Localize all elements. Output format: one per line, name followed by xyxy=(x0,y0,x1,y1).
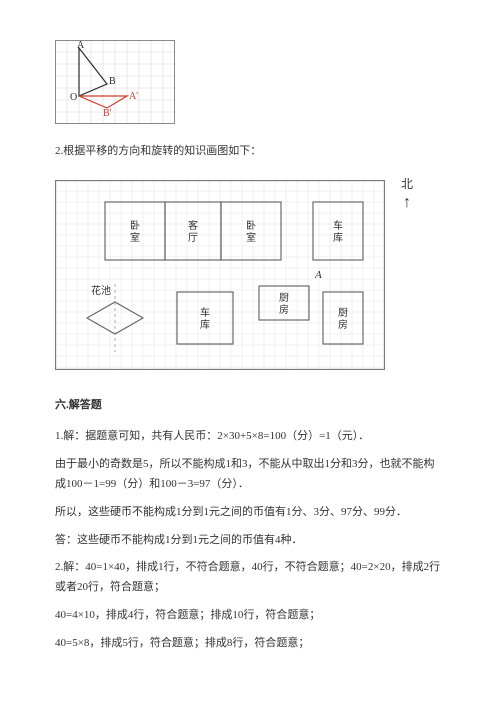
para-6: 40=4×10，排成4行，符合题意；排成10行，符合题意； xyxy=(55,606,445,626)
svg-text:房: 房 xyxy=(279,303,289,316)
svg-text:B': B' xyxy=(103,108,112,119)
arrow-up-icon: ↑ xyxy=(401,195,413,211)
triangle-grid-svg: A B O A' B' xyxy=(55,40,175,124)
svg-text:厨: 厨 xyxy=(279,292,289,304)
para-3: 所以，这些硬币不能构成1分到1元之间的币值有1分、3分、97分、99分． xyxy=(55,503,445,523)
svg-text:A: A xyxy=(77,40,85,51)
svg-text:车: 车 xyxy=(200,306,210,319)
compass-label: 北 xyxy=(401,174,413,196)
svg-text:库: 库 xyxy=(200,318,210,331)
compass-north: 北 ↑ xyxy=(401,174,413,212)
svg-text:厨: 厨 xyxy=(338,307,348,319)
svg-text:A: A xyxy=(314,269,322,281)
svg-text:花池: 花池 xyxy=(91,284,111,297)
svg-text:室: 室 xyxy=(130,231,140,244)
svg-text:卧: 卧 xyxy=(246,219,256,232)
para-7: 40=5×8，排成5行，符合题意；排成8行，符合题意； xyxy=(55,634,445,654)
svg-text:客: 客 xyxy=(188,219,198,232)
caption-1: 2.根据平移的方向和旋转的知识画图如下： xyxy=(55,142,445,162)
para-1: 1.解：据题意可知，共有人民币：2×30+5×8=100（分）=1（元）． xyxy=(55,427,445,447)
para-5: 2.解：40=1×40，排成1行，不符合题意，40行，不符合题意；40=2×20… xyxy=(55,558,445,598)
svg-text:B: B xyxy=(109,76,116,87)
svg-text:车: 车 xyxy=(333,219,343,232)
section-6-title: 六.解答题 xyxy=(55,396,445,416)
para-2: 由于最小的奇数是5，所以不能构成1和3，不能从中取出1分和3分，也就不能构成10… xyxy=(55,455,445,495)
floor-plan-wrap: 卧室客厅卧室车库车库厨房厨房花池A 北 ↑ xyxy=(55,180,385,370)
floor-plan-svg: 卧室客厅卧室车库车库厨房厨房花池A xyxy=(55,180,385,370)
svg-text:A': A' xyxy=(129,91,138,102)
svg-text:O: O xyxy=(70,92,77,103)
svg-text:厅: 厅 xyxy=(188,233,198,244)
figure-1: A B O A' B' xyxy=(55,40,445,124)
svg-text:库: 库 xyxy=(333,231,343,244)
svg-text:房: 房 xyxy=(338,318,348,331)
svg-text:卧: 卧 xyxy=(130,219,140,232)
svg-text:室: 室 xyxy=(246,231,256,244)
para-4: 答：这些硬币不能构成1分到1元之间的币值有4种． xyxy=(55,531,445,551)
